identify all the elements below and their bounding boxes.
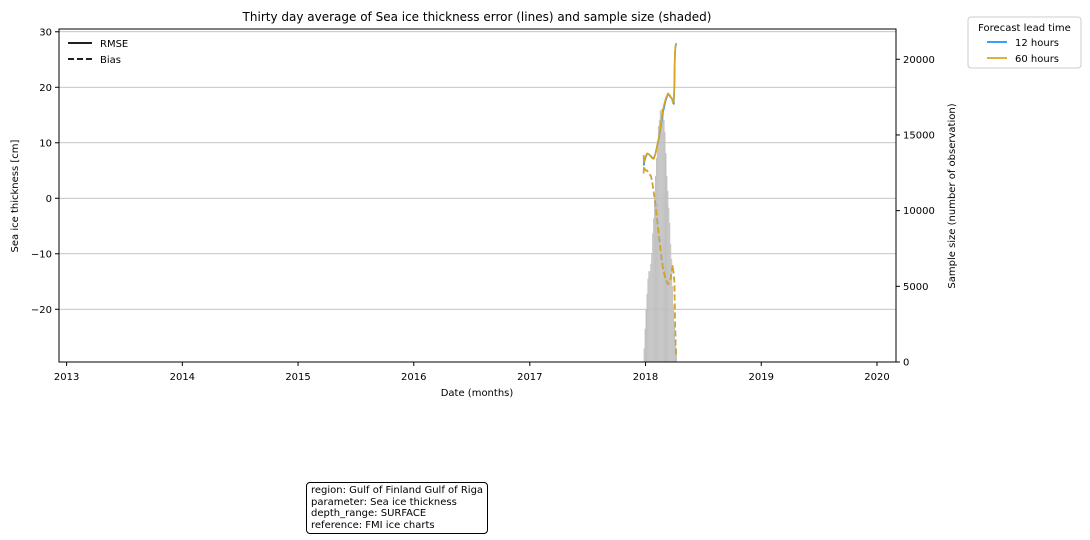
info-reference: reference: FMI ice charts	[311, 519, 435, 531]
sample-size-bar	[656, 142, 658, 362]
sample-size-bar	[657, 125, 659, 362]
x-tick-label: 2013	[54, 372, 79, 383]
info-parameter: parameter: Sea ice thickness	[311, 496, 457, 508]
x-axis-label: Date (months)	[441, 388, 514, 399]
sample-size-bar	[665, 153, 667, 362]
x-tick-label: 2015	[285, 372, 310, 383]
sample-size-bar	[650, 263, 652, 362]
sample-size-bar	[647, 278, 649, 362]
x-axis: 2013 2014 2015 2016 2017 2018 2019 2020	[54, 362, 890, 383]
sample-size-bar	[670, 243, 672, 362]
sample-size-bar	[675, 352, 677, 362]
sample-size-bar	[655, 175, 656, 362]
series-line-60-hours-rmse	[642, 42, 678, 163]
y-tick-label: 30	[39, 27, 52, 38]
series-lines	[642, 42, 678, 357]
sample-size-bar	[659, 110, 661, 363]
grid	[59, 31, 896, 310]
y2-tick-label: 0	[903, 358, 909, 369]
sample-size-bar	[664, 131, 666, 362]
sample-size-bar	[652, 233, 654, 362]
y2-axis: 0 5000 10000 15000 20000	[896, 55, 935, 369]
sample-size-bar	[661, 109, 663, 363]
sample-size-bars	[643, 109, 677, 363]
sample-size-bar	[648, 271, 650, 362]
y-tick-label: 10	[39, 138, 52, 149]
x-tick-label: 2020	[864, 372, 889, 383]
sample-size-bar	[644, 328, 646, 362]
info-region: region: Gulf of Finland Gulf of Riga	[311, 485, 484, 496]
legend-60h-label: 60 hours	[1015, 54, 1059, 65]
y-tick-label: −20	[31, 305, 52, 316]
y2-axis-label: Sample size (number of observation)	[947, 103, 958, 288]
y-tick-label: 0	[46, 194, 52, 205]
sample-size-bar	[662, 110, 664, 363]
info-box: region: Gulf of Finland Gulf of Riga par…	[306, 482, 489, 534]
y-tick-label: −10	[31, 249, 52, 260]
series-line-60-hours-bias	[642, 165, 678, 357]
sample-size-bar	[655, 157, 657, 362]
y-axis: −20 −10 0 10 20 30	[31, 27, 59, 316]
sample-size-bar	[673, 304, 675, 362]
x-tick-label: 2018	[633, 372, 658, 383]
legend-bias-label: Bias	[100, 55, 121, 66]
style-legend: RMSE Bias	[68, 39, 128, 66]
sample-size-bar	[671, 259, 673, 362]
sample-size-bar	[667, 190, 669, 362]
x-tick-label: 2017	[517, 372, 542, 383]
x-tick-label: 2016	[401, 372, 426, 383]
x-tick-label: 2019	[749, 372, 774, 383]
lead-legend-title: Forecast lead time	[978, 23, 1071, 34]
sample-size-bar	[643, 348, 645, 362]
info-depth-range: depth_range: SURFACE	[311, 508, 427, 519]
x-tick-label: 2014	[170, 372, 195, 383]
legend-12h-label: 12 hours	[1015, 38, 1059, 49]
y2-tick-label: 5000	[903, 282, 928, 293]
sample-size-bar	[646, 293, 648, 362]
y2-tick-label: 20000	[903, 55, 935, 66]
sample-size-bar	[668, 207, 670, 362]
sample-size-bar	[649, 271, 651, 362]
legend-rmse-label: RMSE	[100, 39, 128, 50]
sample-size-bar	[653, 218, 655, 362]
sample-size-bar	[651, 253, 653, 362]
chart-title: Thirty day average of Sea ice thickness …	[242, 10, 712, 24]
y-axis-label: Sea ice thickness [cm]	[10, 139, 21, 252]
sample-size-bar	[645, 309, 647, 362]
sample-size-bar	[666, 175, 668, 362]
sample-size-bar	[663, 119, 665, 363]
y-tick-label: 20	[39, 83, 52, 94]
plot-frame	[58, 28, 897, 363]
sample-size-bar	[672, 286, 674, 362]
sample-size-bar	[654, 198, 656, 362]
y2-tick-label: 15000	[903, 130, 935, 141]
lead-time-legend: Forecast lead time 12 hours 60 hours	[967, 16, 1082, 69]
sample-size-bar	[660, 109, 662, 363]
lead-legend-frame	[967, 16, 1082, 69]
sample-size-bar	[669, 222, 671, 362]
y2-tick-label: 10000	[903, 206, 935, 217]
sample-size-bar	[674, 324, 676, 362]
